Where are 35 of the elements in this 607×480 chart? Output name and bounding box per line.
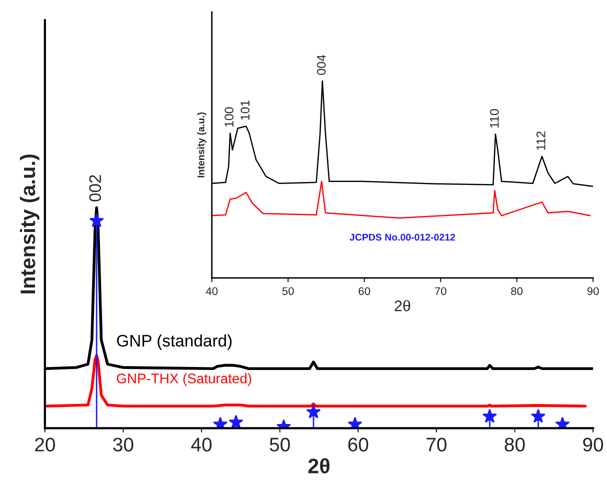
- point: [228, 414, 244, 428]
- point: [482, 408, 497, 423]
- x-tick-label: 50: [270, 438, 290, 452]
- point: [555, 416, 570, 428]
- annotation: 110: [490, 109, 499, 128]
- annotation: 101: [240, 100, 250, 120]
- x-tick-label: 90: [583, 438, 604, 452]
- x-axis-title: 2θ: [308, 458, 330, 474]
- annotation: JCPDS No.00-012-0212: [350, 234, 456, 241]
- point: [306, 404, 321, 418]
- point: [348, 416, 362, 428]
- x-tick-label: 70: [426, 438, 446, 452]
- y-axis-title: Intensity (a.u.): [197, 112, 206, 178]
- x-tick-label: 50: [282, 287, 294, 296]
- x-tick-label: 20: [35, 438, 55, 452]
- point: [89, 213, 104, 228]
- annotation: 004: [316, 54, 326, 75]
- x-tick-label: 90: [587, 287, 599, 296]
- x-tick-label: 60: [348, 438, 368, 452]
- x-tick-label: 80: [504, 438, 525, 452]
- x-tick-label: 40: [191, 438, 212, 452]
- annotation: 002: [89, 175, 102, 202]
- annotation: 112: [536, 132, 546, 150]
- x-tick-label: 30: [113, 438, 134, 452]
- x-tick-label: 60: [358, 287, 370, 296]
- point: [530, 408, 546, 423]
- x-tick-label: 80: [511, 287, 523, 296]
- annotation: 100: [224, 107, 234, 127]
- series-label: GNP (standard): [117, 334, 232, 350]
- y-axis-title: Intensity (a.u.): [20, 154, 40, 294]
- series-label: GNP-THX (Saturated): [116, 373, 252, 386]
- x-axis-title: 2θ: [394, 300, 410, 312]
- x-tick-label: 70: [434, 287, 446, 296]
- x-tick-label: 40: [206, 287, 218, 296]
- point: [213, 416, 228, 428]
